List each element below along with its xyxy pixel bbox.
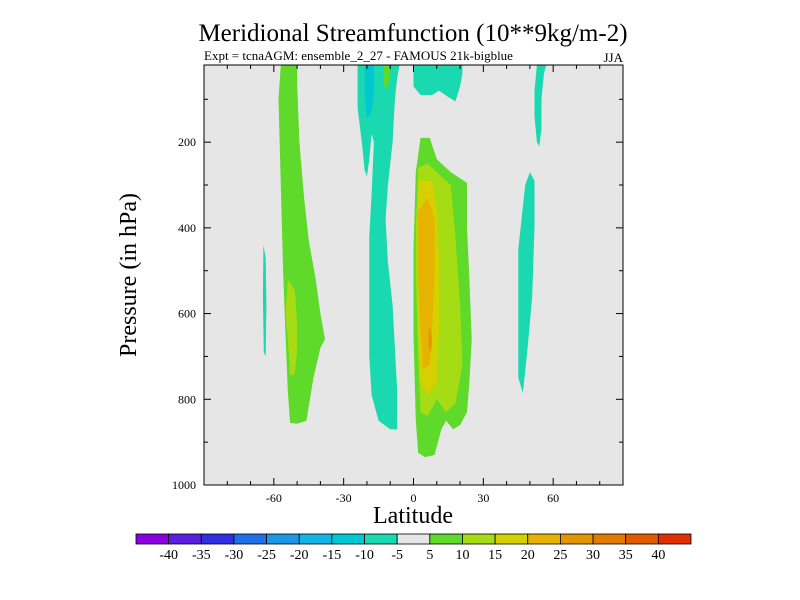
colorbar-label: -25 [257,548,276,563]
colorbar-swatch [592,533,627,545]
contour-nh-negative-mid [518,172,535,393]
colorbar-label: 25 [553,548,567,563]
colorbar-swatch [560,533,594,545]
colorbar-label: -5 [391,548,403,563]
colorbar-swatch [331,533,365,545]
colorbar-label: -10 [355,548,374,563]
x-tick-label: 0 [411,491,417,505]
y-tick-labels: 200 400 600 800 1000 [172,135,196,492]
colorbar-swatch [396,533,431,545]
y-axis-title: Pressure (in hPa) [116,193,142,357]
axis-ticks [204,65,623,485]
colorbar-swatch [494,533,529,545]
contour-sh-positive-core [285,279,298,376]
colorbar-swatch [429,533,463,545]
colorbar-swatch [657,533,692,545]
chart-subtitle-season: JJA [603,50,623,65]
contour-tropics-negative-core [364,65,374,119]
colorbar-label: -30 [225,548,244,563]
colorbar-swatch [298,533,333,545]
chart-subtitle-experiment: Expt = tcnaAGM: ensemble_2_27 - FAMOUS 2… [204,48,513,63]
y-tick-label: 1000 [172,478,196,492]
contour-nh-negative-upper [534,65,547,147]
x-tick-label: -30 [336,491,352,505]
x-tick-label: 60 [547,491,559,505]
y-tick-label: 200 [178,135,196,149]
colorbar-label: -20 [290,548,309,563]
colorbar-swatch [135,533,170,545]
colorbar-label: 10 [455,548,469,563]
y-tick-label: 600 [178,307,196,321]
colorbar-swatch [233,533,267,545]
colorbar-label: 35 [619,548,633,563]
x-tick-label: 30 [477,491,489,505]
colorbar-label: 30 [586,548,600,563]
y-tick-label: 800 [178,392,196,406]
colorbar-swatch [200,533,235,545]
colorbar-swatch [625,533,659,545]
colorbar-labels: -40 -35 -30 -25 -20 -15 -10 -5 5 10 15 20 25 30 35 40 [159,548,665,563]
colorbar-label: -15 [323,548,342,563]
colorbar-swatch [462,533,496,545]
x-axis-title: Latitude [373,503,453,529]
plot-frame [203,64,624,486]
colorbar-label: 20 [521,548,535,563]
colorbar-label: -35 [192,548,211,563]
contour-hadley-cell-peak [428,326,433,353]
colorbar [135,533,692,545]
contour-equatorial-upper-negative [413,65,463,102]
contour-southern-tropics-negative [357,65,400,430]
colorbar-label: 15 [488,548,502,563]
colorbar-label: 5 [426,548,433,563]
colorbar-swatch [364,533,398,545]
colorbar-label: 40 [651,548,665,563]
y-tick-label: 400 [178,221,196,235]
chart-title: Meridional Streamfunction (10**9kg/m-2) [198,20,627,47]
x-tick-labels: -60 -30 0 30 60 [266,491,559,505]
contour-regions [262,65,547,458]
contour-near-equator-upper-positive [383,65,391,91]
colorbar-label: -40 [159,548,178,563]
colorbar-swatch [266,533,300,545]
colorbar-swatch [527,533,561,545]
colorbar-swatch [168,533,202,545]
contour-sh-negative-sliver [262,245,267,357]
contour-hadley-cell-level-20 [418,197,435,370]
x-tick-label: -60 [266,491,282,505]
